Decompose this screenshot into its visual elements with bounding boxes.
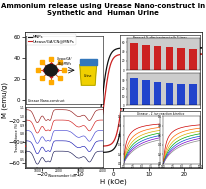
Legend: MNPs, Urease/GA/CN@MNPs: MNPs, Urease/GA/CN@MNPs [27,34,76,45]
Text: Ammonium release using Urease Nano-construct in
Synthetic and  Human Urine: Ammonium release using Urease Nano-const… [1,3,205,16]
Y-axis label: M (emu/g): M (emu/g) [1,82,8,118]
X-axis label: H (kOe): H (kOe) [100,179,127,185]
